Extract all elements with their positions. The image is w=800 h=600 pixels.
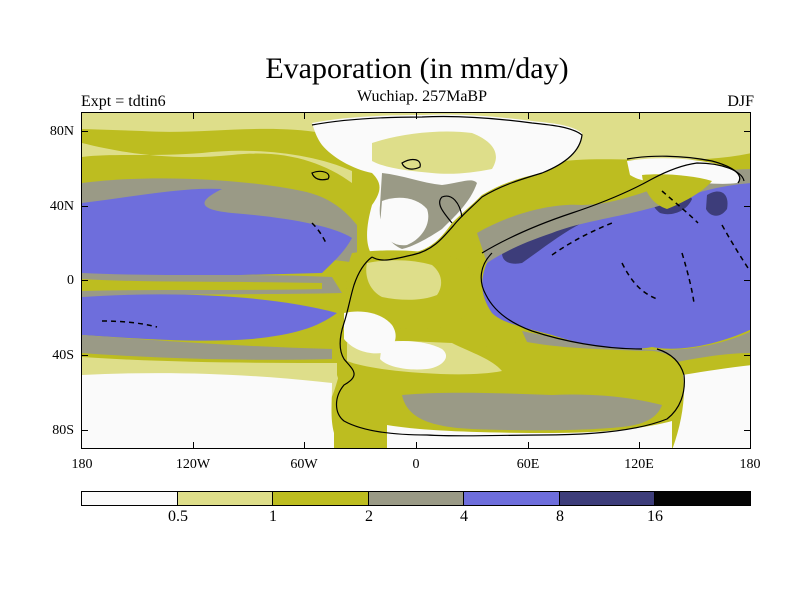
lon-tick [416,112,417,119]
lon-tick [639,442,640,449]
colorbar-segment [655,492,751,505]
lon-label-60w: 60W [290,457,318,472]
colorbar-segment [368,492,465,505]
island-arcs [101,190,750,328]
coastlines [311,115,745,437]
colorbar-segment [559,492,656,505]
south-interior-white-2 [380,341,447,370]
lat-tick [81,355,88,356]
south-east-yellow [672,353,750,375]
lat-tick [81,131,88,132]
lon-tick [528,112,529,119]
south-white-region [82,373,334,448]
lon-tick [193,112,194,119]
lat-label-80n: 80N [49,124,74,139]
southern-continent-grey [402,392,662,431]
lat-label-40s: 40S [52,348,74,363]
evaporation-map [82,113,750,448]
colorbar-segment [273,492,369,505]
lat-tick [744,206,751,207]
lon-label-180e: 180 [739,457,761,472]
lon-label-120e: 120E [624,457,654,472]
lon-label-0: 0 [412,457,420,472]
map-title: Evaporation (in mm/day) [265,52,569,85]
west-blue-band-north [82,188,352,279]
colorbar-label: 4 [460,508,468,525]
colorbar-label: 1 [269,508,277,525]
lon-tick [304,442,305,449]
colorbar-segment [177,492,274,505]
east-blue-region [482,169,750,350]
colorbar-segment [464,492,560,505]
lat-label-80s: 80S [52,423,74,438]
colorbar-label: 8 [556,508,564,525]
lat-tick [81,430,88,431]
lat-tick [81,206,88,207]
lon-tick [193,442,194,449]
map-panel [81,112,751,449]
lon-tick [639,112,640,119]
lat-label-0: 0 [67,273,74,288]
south-east-white [672,357,750,448]
continent-interior-white [380,197,429,246]
lat-tick [744,430,751,431]
lat-tick [744,131,751,132]
colorbar-label: 0.5 [168,508,188,525]
south-grey-band [82,335,332,360]
colorbar [81,491,751,506]
map-subtitle: Wuchiap. 257MaBP [356,88,487,105]
north-light-band [82,113,750,163]
lat-tick [744,280,751,281]
continent-north-light [372,131,496,174]
east-dark-blue-patch-3 [706,191,728,216]
west-blue-band-south [82,294,337,341]
lon-label-60e: 60E [516,457,540,472]
colorbar-label: 16 [647,508,663,525]
lat-tick [81,280,88,281]
lat-label-40n: 40N [49,199,74,214]
lon-tick [416,442,417,449]
lat-tick [744,355,751,356]
colorbar-segment [82,492,178,505]
season-label: DJF [727,93,754,110]
equator-yellow-band [82,279,322,291]
equatorial-land-light [366,260,442,300]
lon-tick [528,442,529,449]
lon-label-180w: 180 [71,457,93,472]
lon-label-120w: 120W [175,457,211,472]
north-east-land-yellow [642,174,712,209]
lon-tick [304,112,305,119]
colorbar-label: 2 [365,508,373,525]
experiment-label: Expt = tdtin6 [81,93,166,110]
